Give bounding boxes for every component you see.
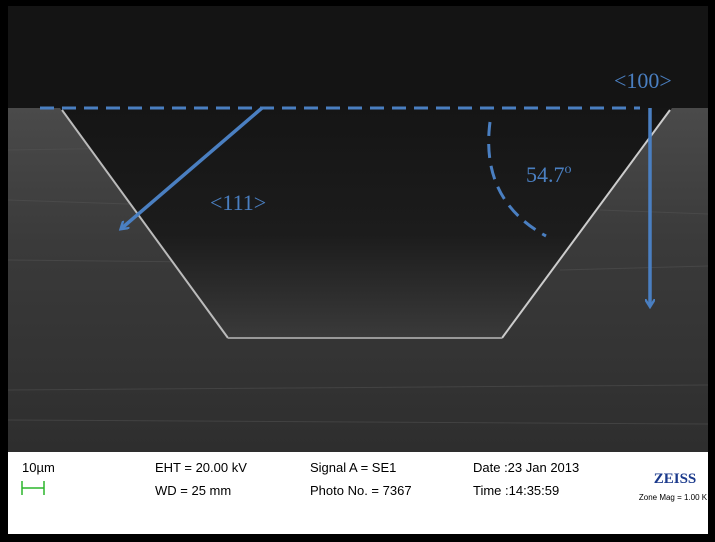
date: Date :23 Jan 2013 <box>473 460 579 475</box>
wd: WD = 25 mm <box>155 483 231 498</box>
angle-value: 54.7 <box>526 162 565 187</box>
angle-unit: o <box>565 162 572 177</box>
eht: EHT = 20.00 kV <box>155 460 247 475</box>
page: <100> <111> 54.7o 10µm EHT = 20.00 kV WD… <box>0 0 715 542</box>
label-111: <111> <box>210 190 266 215</box>
time: Time :14:35:59 <box>473 483 559 498</box>
photo: Photo No. = 7367 <box>310 483 412 498</box>
label-100: <100> <box>614 68 672 93</box>
signal: Signal A = SE1 <box>310 460 396 475</box>
sem-image: <100> <111> 54.7o 10µm EHT = 20.00 kV WD… <box>0 0 715 542</box>
scale-label: 10µm <box>22 460 55 475</box>
logo: ZEISS <box>654 471 697 487</box>
zone-mag: Zone Mag = 1.00 K <box>639 493 708 502</box>
